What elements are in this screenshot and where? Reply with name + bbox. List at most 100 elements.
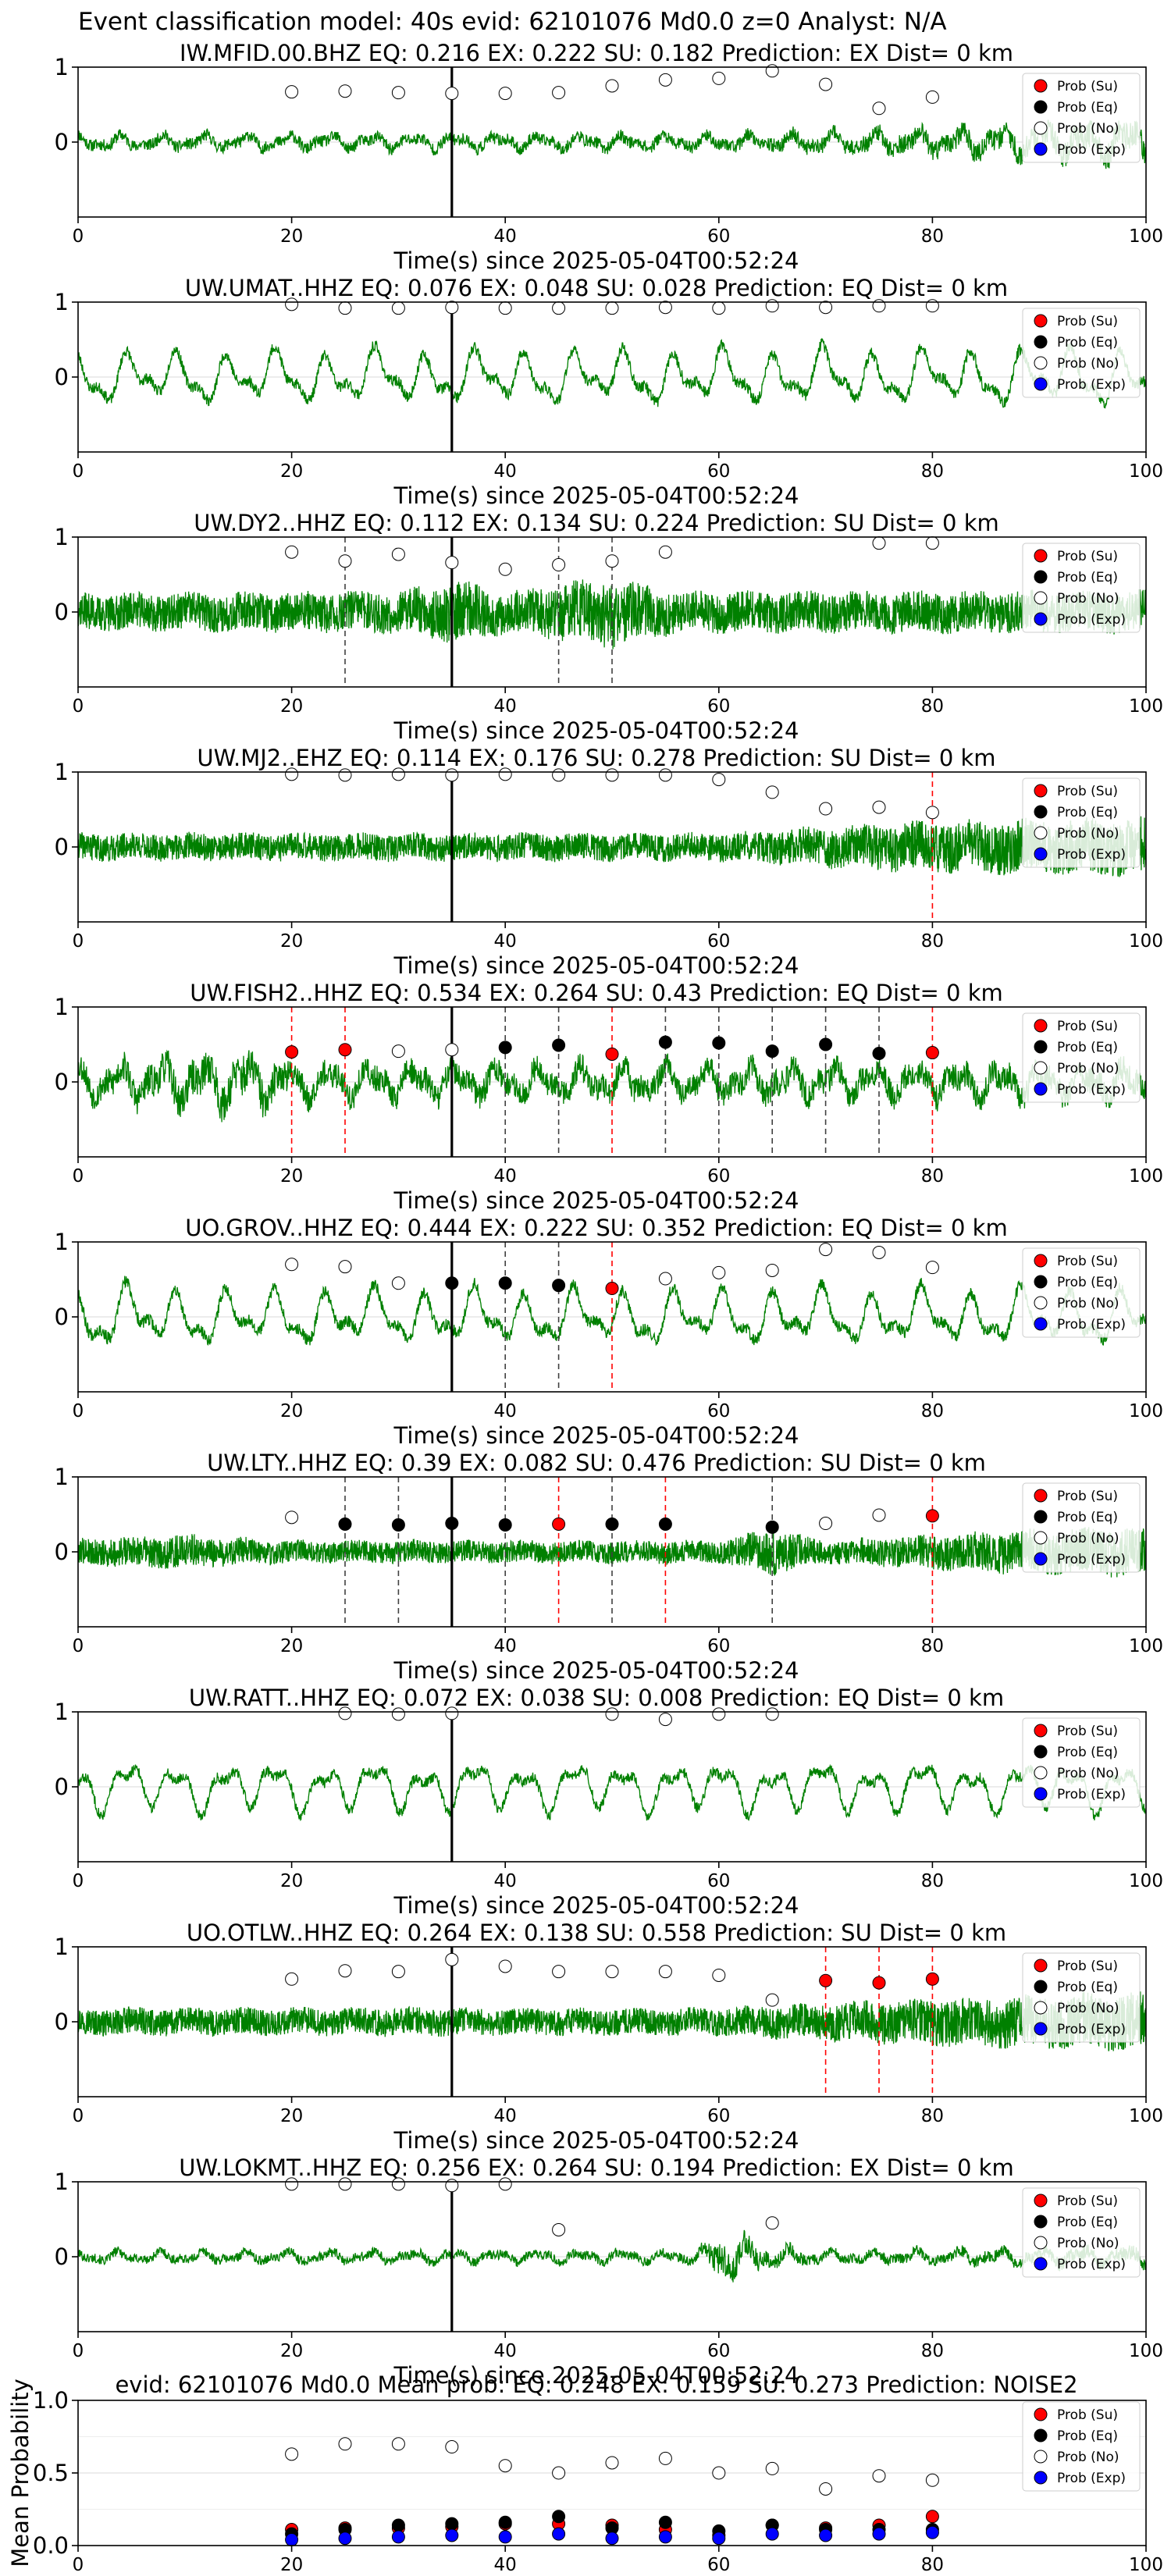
waveform	[78, 2229, 1146, 2282]
waveform	[78, 1763, 1146, 1821]
x-tick-label: 60	[707, 1401, 730, 1421]
prob-marker-no	[925, 536, 939, 550]
prob-marker-no	[285, 767, 299, 781]
prob-marker-no	[391, 1965, 405, 1979]
legend-label-no: Prob (No)	[1057, 591, 1119, 607]
prob-marker-no	[872, 101, 886, 116]
legend-marker-exp	[1034, 2022, 1048, 2036]
prob-marker-eq	[819, 1037, 833, 1051]
x-tick-label: 60	[707, 1871, 730, 1891]
legend-label-no: Prob (No)	[1057, 1296, 1119, 1311]
prob-marker-no	[872, 299, 886, 313]
prob-marker-no	[338, 84, 352, 98]
legend-label-eq: Prob (Eq)	[1057, 1275, 1118, 1290]
prob-marker-no	[872, 1245, 886, 1259]
x-tick-label: 80	[921, 461, 944, 482]
x-tick-label: 80	[921, 2106, 944, 2126]
x-tick-label: 0	[73, 461, 84, 482]
legend-box	[1022, 1952, 1141, 2043]
panel-title: IW.MFID.00.BHZ EQ: 0.216 EX: 0.222 SU: 0…	[180, 40, 1013, 66]
x-tick-label: 40	[494, 2341, 517, 2361]
y-tick-label: 1	[55, 2169, 69, 2195]
x-tick-label: 60	[707, 1166, 730, 1187]
prob-marker-no	[285, 2177, 299, 2191]
x-tick-label: 0	[73, 696, 84, 717]
legend-label-su: Prob (Su)	[1057, 1724, 1118, 1739]
legend-marker-eq	[1034, 570, 1048, 584]
y-tick-label: 1	[55, 1934, 69, 1960]
x-tick-label: 60	[707, 2106, 730, 2126]
prob-marker-no	[658, 545, 672, 559]
legend-marker-su	[1034, 1254, 1048, 1268]
legend-marker-no	[1034, 1766, 1048, 1780]
legend-label-su: Prob (Su)	[1057, 784, 1118, 799]
legend-marker-no	[1034, 1061, 1048, 1075]
prob-marker-eq	[445, 1517, 459, 1531]
legend-label-su: Prob (Su)	[1057, 2194, 1118, 2209]
x-tick-label: 0	[73, 1871, 84, 1891]
axes-frame	[77, 2181, 1147, 2332]
legend-label-exp: Prob (Exp)	[1057, 1082, 1126, 1098]
prob-marker-eq	[765, 1044, 779, 1059]
legend-marker-no	[1034, 121, 1048, 135]
prob-marker-no	[445, 1706, 459, 1720]
x-tick-label: 0	[73, 931, 84, 952]
x-axis-label: Time(s) since 2025-05-04T00:52:24	[393, 1422, 799, 1449]
y-tick-label: 1	[55, 1699, 69, 1725]
x-tick-label: 80	[921, 2555, 944, 2575]
y-tick-label: 1	[55, 759, 69, 785]
prob-marker-no	[445, 1952, 459, 1966]
prob-marker-no	[391, 2177, 405, 2191]
prob-marker-no	[658, 1272, 672, 1286]
prob-marker-no	[391, 767, 405, 781]
legend-label-su: Prob (Su)	[1057, 314, 1118, 329]
mean-marker-no	[658, 2451, 672, 2465]
prob-marker-eq	[391, 1517, 405, 1532]
x-tick-label: 40	[494, 461, 517, 482]
axes-frame	[77, 1711, 1147, 1863]
prob-marker-no	[765, 1993, 779, 2007]
mean-marker-no	[712, 2466, 726, 2480]
prob-marker-eq	[712, 1036, 726, 1050]
legend-label-no: Prob (No)	[1057, 356, 1119, 372]
prob-marker-no	[391, 1707, 405, 1721]
x-tick-label: 20	[280, 1636, 303, 1656]
prob-marker-no	[712, 1265, 726, 1279]
prob-marker-no	[391, 547, 405, 561]
panel-1: UW.UMAT..HHZ EQ: 0.076 EX: 0.048 SU: 0.0…	[55, 275, 1163, 509]
prob-marker-no	[765, 1263, 779, 1277]
legend-marker-exp	[1034, 1082, 1048, 1096]
x-tick-label: 20	[280, 2555, 303, 2575]
prob-marker-su	[925, 1509, 939, 1523]
x-axis-label: Time(s) since 2025-05-04T00:52:24	[393, 482, 799, 509]
x-axis-label: Time(s) since 2025-05-04T00:52:24	[393, 2127, 799, 2154]
x-tick-label: 80	[921, 931, 944, 952]
prob-marker-no	[338, 554, 352, 568]
legend-marker-eq	[1034, 805, 1048, 819]
panel-2: UW.DY2..HHZ EQ: 0.112 EX: 0.134 SU: 0.22…	[55, 510, 1163, 744]
prob-marker-no	[658, 1713, 672, 1727]
axes-frame	[77, 1006, 1147, 1158]
x-tick-label: 40	[494, 2555, 517, 2575]
prob-marker-eq	[658, 1517, 672, 1531]
legend-marker-eq	[1034, 1510, 1048, 1524]
legend-marker-exp	[1034, 1787, 1048, 1801]
x-tick-label: 100	[1129, 1166, 1163, 1187]
prob-marker-no	[391, 301, 405, 315]
y-tick-label: 0.0	[33, 2532, 69, 2559]
prob-marker-no	[552, 2222, 566, 2236]
legend-box	[1022, 1012, 1141, 1103]
y-tick-label: 0	[55, 129, 69, 155]
legend-marker-no	[1034, 591, 1048, 605]
axes-frame	[77, 771, 1147, 923]
prob-marker-eq	[552, 1038, 566, 1052]
x-tick-label: 20	[280, 2341, 303, 2361]
prob-marker-no	[658, 73, 672, 87]
panel-title: UO.OTLW..HHZ EQ: 0.264 EX: 0.138 SU: 0.5…	[187, 1920, 1006, 1946]
x-tick-label: 20	[280, 931, 303, 952]
prob-marker-no	[391, 1044, 405, 1059]
legend-marker-su	[1034, 2194, 1048, 2208]
prob-marker-no	[445, 301, 459, 315]
prob-marker-no	[712, 773, 726, 787]
